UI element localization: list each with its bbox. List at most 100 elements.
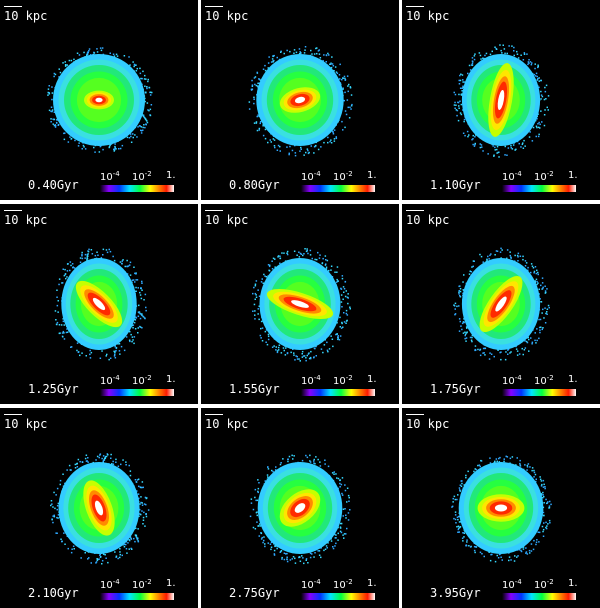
halo-speck [145, 78, 147, 80]
halo-speck [520, 550, 523, 553]
halo-speck [114, 357, 117, 359]
halo-speck [285, 347, 287, 349]
halo-speck [524, 347, 527, 349]
halo-speck [340, 301, 343, 303]
halo-speck [482, 352, 484, 354]
halo-speck [130, 333, 132, 336]
halo-speck [260, 538, 263, 540]
halo-speck [456, 305, 458, 308]
halo-speck [537, 282, 539, 284]
halo-speck [333, 138, 336, 140]
halo-speck [135, 273, 137, 275]
halo-speck [97, 254, 99, 256]
halo-speck [341, 275, 344, 277]
halo-speck [475, 468, 477, 471]
halo-speck [254, 83, 256, 86]
halo-speck [323, 344, 326, 346]
halo-speck [473, 58, 476, 61]
halo-speck [63, 274, 66, 277]
halo-speck [133, 537, 135, 540]
halo-speck [109, 250, 112, 253]
halo-speck [471, 60, 474, 62]
halo-speck [101, 457, 103, 460]
halo-speck [460, 113, 463, 116]
halo-speck [141, 502, 143, 504]
halo-speck [90, 249, 93, 251]
halo-speck [540, 94, 543, 96]
halo-speck [504, 154, 506, 156]
halo-speck [255, 280, 258, 282]
galaxy-snapshot-panel-9: 10 kpc 3.95Gyr 10-4 10-2 1. [402, 408, 600, 608]
halo-speck [299, 51, 301, 53]
halo-speck [546, 288, 548, 290]
halo-speck [105, 455, 108, 458]
colorbar-ticks: 10-4 10-2 1. [502, 578, 582, 591]
halo-speck [263, 536, 265, 538]
halo-speck [536, 79, 539, 81]
halo-speck [51, 92, 54, 94]
halo-speck [540, 98, 542, 100]
halo-speck [315, 47, 317, 50]
halo-speck [284, 354, 287, 356]
halo-speck [139, 513, 141, 515]
halo-speck [288, 153, 290, 156]
halo-speck [128, 464, 130, 467]
halo-speck [258, 305, 260, 307]
colorbar: 10-4 10-2 1. [502, 578, 582, 602]
halo-speck [465, 544, 468, 547]
halo-speck [330, 269, 332, 271]
halo-speck [269, 264, 271, 267]
halo-speck [69, 269, 71, 272]
halo-speck [317, 50, 320, 52]
halo-speck [139, 125, 141, 127]
halo-speck [280, 50, 282, 53]
halo-speck [330, 335, 332, 337]
halo-speck [151, 91, 153, 94]
halo-speck [508, 556, 511, 558]
halo-speck [533, 476, 535, 478]
halo-speck [94, 151, 96, 153]
colorbar-tick-high: 1. [568, 170, 578, 181]
halo-speck [106, 453, 109, 455]
halo-speck [477, 464, 479, 467]
halo-speck [86, 258, 88, 260]
halo-speck [87, 51, 89, 53]
halo-speck [520, 549, 522, 552]
halo-speck [342, 534, 344, 536]
halo-speck [471, 334, 474, 337]
halo-speck [339, 78, 341, 80]
halo-speck [98, 456, 100, 459]
halo-speck [303, 52, 306, 54]
halo-speck [342, 129, 344, 131]
halo-speck [121, 144, 124, 147]
halo-speck [145, 497, 148, 500]
halo-speck [267, 335, 270, 338]
halo-speck [145, 118, 147, 121]
halo-speck [286, 552, 288, 555]
halo-speck [538, 337, 540, 340]
halo-speck [452, 501, 454, 503]
halo-speck [342, 298, 344, 300]
halo-speck [344, 484, 346, 486]
halo-speck [516, 350, 519, 352]
halo-speck [542, 287, 544, 290]
halo-speck [99, 453, 102, 455]
halo-speck [280, 462, 282, 464]
halo-speck [523, 52, 526, 54]
halo-speck [497, 557, 500, 559]
halo-speck [457, 494, 459, 496]
halo-speck [56, 505, 59, 507]
halo-speck [137, 315, 140, 317]
halo-speck [320, 146, 322, 148]
halo-speck [78, 54, 81, 56]
halo-speck [462, 79, 464, 81]
halo-speck [262, 541, 264, 544]
halo-speck [133, 342, 135, 345]
halo-speck [519, 465, 522, 467]
halo-speck [531, 265, 534, 267]
halo-speck [61, 540, 63, 543]
halo-speck [81, 253, 83, 256]
halo-speck [56, 304, 59, 307]
halo-speck [458, 521, 461, 523]
halo-speck [114, 551, 116, 553]
